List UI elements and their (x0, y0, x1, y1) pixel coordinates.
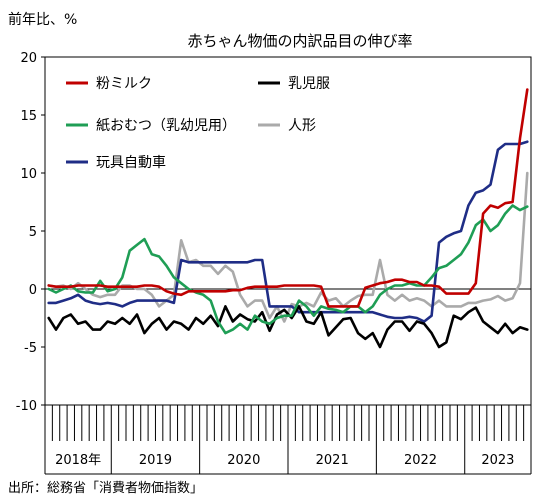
series-line-4 (47, 171, 529, 323)
legend-label: 人形 (288, 118, 316, 134)
series-line-1 (47, 88, 529, 308)
y-tick-label: 5 (29, 225, 37, 240)
x-tick-label: 2019 (139, 453, 172, 468)
y-tick-label: 15 (20, 109, 37, 124)
y-axis: 20 15 10 5 0 -5 -10 (16, 51, 531, 414)
chart-title: 赤ちゃん物価の内訳品目の伸び率 (187, 32, 412, 50)
y-tick-label: 20 (20, 51, 37, 66)
legend-label: 玩具自動車 (96, 154, 166, 171)
y-tick-label: -5 (24, 341, 37, 356)
source-note: 出所：総務省「消費者物価指数」 (8, 481, 203, 496)
legend-label: 粉ミルク (96, 76, 152, 92)
y-tick-label: -10 (16, 399, 37, 414)
y-tick-label: 10 (20, 167, 37, 182)
legend-label: 紙おむつ（乳幼児用） (96, 118, 236, 134)
month-ticks (44, 405, 532, 474)
x-axis-labels: 2018年 2019 2020 2021 2022 2023 (55, 453, 514, 468)
x-tick-label: 2020 (227, 453, 260, 468)
x-tick-label: 2018年 (55, 453, 101, 468)
x-tick-label: 2023 (481, 453, 514, 468)
series-lines (47, 88, 529, 349)
x-tick-label: 2022 (404, 453, 437, 468)
series-line-2 (47, 305, 529, 349)
series-line-5 (47, 140, 529, 323)
y-tick-label: 0 (29, 283, 37, 298)
unit-label: 前年比、% (8, 11, 77, 28)
legend-label: 乳児服 (288, 76, 330, 92)
x-tick-label: 2021 (316, 453, 349, 468)
series-line-3 (47, 204, 529, 335)
